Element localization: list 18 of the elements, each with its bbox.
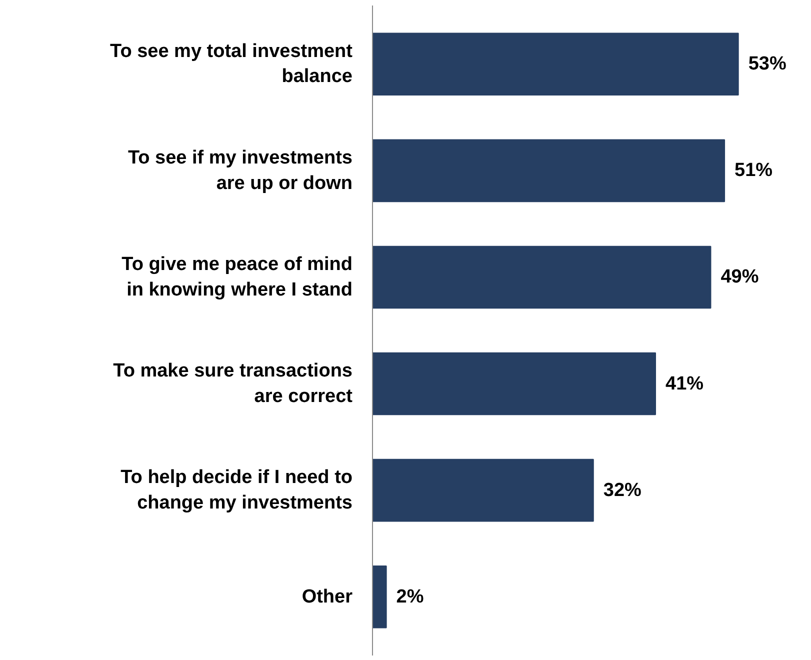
y-tick-label: To see my total investment balance [110, 41, 354, 88]
bar [372, 458, 594, 522]
bar [372, 352, 656, 416]
bar [372, 246, 712, 309]
y-tick-label: To help decide if I need to change my investments [120, 467, 353, 514]
data-label: 51% [734, 160, 773, 182]
y-tick-label: To make sure transactions are correct [113, 360, 354, 407]
bar [372, 32, 739, 96]
bar [372, 139, 726, 202]
data-label: 49% [720, 266, 759, 288]
y-tick-label: To give me peace of mind in knowing where I stand [122, 254, 353, 300]
data-label: 2% [396, 586, 424, 608]
data-label: 53% [748, 54, 786, 75]
data-label: 32% [603, 480, 642, 501]
data-label: 41% [666, 373, 704, 394]
y-tick-label: Other [302, 586, 354, 608]
y-tick-label: To see if my investments are up or down [128, 148, 353, 194]
bar [372, 565, 387, 628]
